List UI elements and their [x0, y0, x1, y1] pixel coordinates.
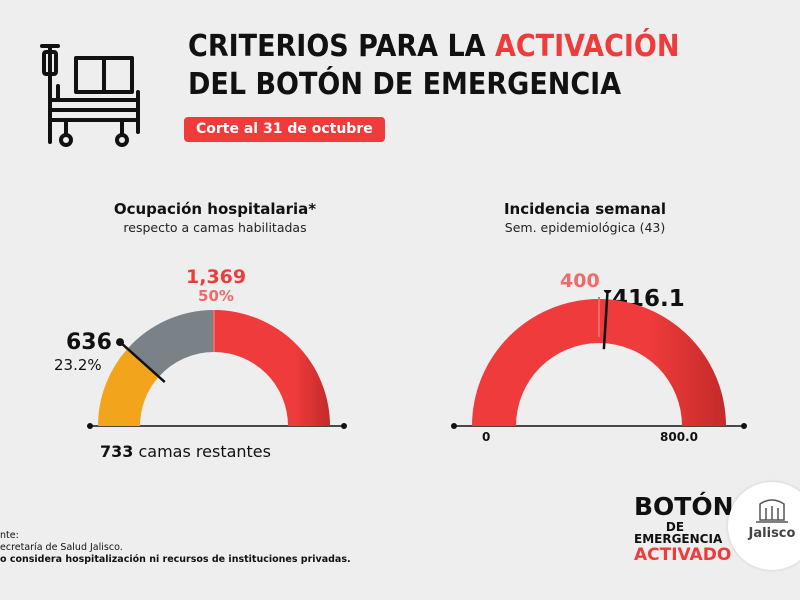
ocupacion-needle-dot	[116, 338, 125, 347]
ocupacion-occupied-arc	[98, 348, 159, 426]
incidencia-gauge	[451, 290, 747, 429]
ocupacion-title: Ocupación hospitalaria*	[113, 200, 317, 218]
incidencia-baseline-left-dot	[451, 423, 457, 429]
incidencia-title: Incidencia semanal	[503, 200, 667, 218]
title-line2: DEL BOTÓN DE EMERGENCIA	[188, 67, 622, 102]
cutoff-date-badge: Corte al 31 de octubre	[184, 117, 385, 142]
ocupacion-gauge	[87, 310, 347, 429]
incidencia-needle	[602, 290, 609, 350]
incidencia-arc	[472, 299, 726, 426]
badge-line3: ACTIVADO	[634, 545, 732, 565]
footer-line3: o considera hospitalización ni recursos …	[0, 554, 351, 565]
ocupacion-threshold-pct: 50%	[198, 287, 234, 305]
ocupacion-threshold-value: 1,369	[186, 266, 247, 288]
footer-line2: ecretaría de Salud Jalisco.	[0, 542, 123, 553]
jalisco-logo: Jalisco	[728, 482, 800, 570]
ocupacion-needle	[119, 341, 166, 383]
ocupacion-remaining-arc	[127, 310, 214, 377]
ocupacion-current-value: 636	[66, 330, 112, 355]
ocupacion-baseline-right-dot	[341, 423, 347, 429]
incidencia-max-label: 800.0	[660, 430, 698, 444]
jalisco-name: Jalisco	[748, 526, 796, 541]
remaining-label: camas restantes	[133, 442, 271, 461]
emergency-badge: BOTÓN DE EMERGENCIA ACTIVADO	[634, 492, 734, 565]
hospital-bed-icon	[36, 42, 144, 148]
ocupacion-current-pct: 23.2%	[54, 356, 102, 374]
badge-line2: DE EMERGENCIA	[634, 520, 723, 546]
ocupacion-threshold-arc	[214, 310, 330, 426]
page-title: CRITERIOS PARA LA ACTIVACIÓN DEL BOTÓN D…	[188, 28, 692, 104]
ocupacion-baseline-left-dot	[87, 423, 93, 429]
footer-notes: nte: ecretaría de Salud Jalisco. o consi…	[0, 530, 420, 566]
incidencia-needle-dot	[603, 290, 612, 294]
footer-line1: nte:	[0, 530, 19, 541]
incidencia-subtitle: Sem. epidemiológica (43)	[504, 220, 666, 235]
remaining-value: 733	[100, 442, 134, 461]
ocupacion-subtitle: respecto a camas habilitadas	[123, 220, 307, 235]
incidencia-min-label: 0	[482, 430, 491, 444]
incidencia-baseline-right-dot	[741, 423, 747, 429]
ocupacion-remaining: 733 camas restantes	[100, 442, 350, 461]
badge-line1: BOTÓN	[634, 492, 734, 521]
jalisco-crest-icon	[756, 499, 788, 523]
incidencia-threshold-value: 400	[560, 270, 600, 292]
title-accent: ACTIVACIÓN	[494, 29, 680, 64]
